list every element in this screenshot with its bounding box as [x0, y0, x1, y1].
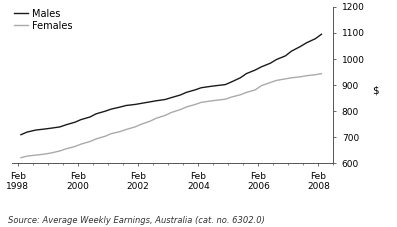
- Females: [25, 155, 29, 158]
- Females: [58, 150, 62, 152]
- Females: [238, 94, 243, 96]
- Males: [88, 116, 93, 118]
- Males: [238, 76, 243, 79]
- Males: [199, 86, 204, 89]
- Males: [58, 126, 62, 128]
- Males: [184, 91, 189, 94]
- Females: [268, 81, 273, 84]
- Females: [64, 148, 68, 150]
- Males: [223, 83, 227, 86]
- Males: [289, 50, 294, 52]
- Males: [253, 69, 258, 71]
- Females: [184, 106, 189, 109]
- Females: [148, 120, 152, 123]
- Males: [64, 123, 68, 126]
- Females: [274, 79, 279, 82]
- Females: [259, 84, 264, 87]
- Females: [193, 103, 198, 106]
- Males: [42, 128, 47, 130]
- Females: [124, 128, 129, 131]
- Females: [253, 89, 258, 91]
- Males: [148, 101, 152, 103]
- Line: Males: Males: [21, 34, 322, 135]
- Males: [319, 33, 324, 36]
- Males: [178, 94, 183, 96]
- Females: [133, 126, 137, 128]
- Females: [103, 135, 108, 138]
- Females: [244, 91, 249, 94]
- Females: [313, 73, 318, 76]
- Females: [229, 96, 234, 99]
- Males: [169, 96, 173, 99]
- Females: [88, 140, 93, 143]
- Text: Source: Average Weekly Earnings, Australia (cat. no. 6302.0): Source: Average Weekly Earnings, Austral…: [8, 216, 265, 225]
- Males: [79, 118, 83, 121]
- Males: [259, 65, 264, 68]
- Females: [283, 77, 288, 80]
- Males: [124, 104, 129, 107]
- Females: [154, 117, 158, 120]
- Females: [163, 114, 168, 117]
- Males: [103, 110, 108, 113]
- Males: [244, 72, 249, 75]
- Males: [274, 58, 279, 61]
- Females: [79, 143, 83, 146]
- Females: [169, 111, 173, 114]
- Females: [208, 100, 213, 102]
- Legend: Males, Females: Males, Females: [14, 9, 73, 31]
- Males: [214, 84, 219, 87]
- Males: [154, 99, 158, 102]
- Males: [133, 103, 137, 106]
- Females: [118, 130, 123, 133]
- Males: [283, 54, 288, 57]
- Males: [34, 129, 39, 131]
- Females: [199, 101, 204, 104]
- Females: [139, 123, 144, 126]
- Males: [298, 45, 303, 48]
- Females: [319, 72, 324, 75]
- Males: [94, 112, 98, 115]
- Y-axis label: $: $: [373, 85, 379, 95]
- Males: [229, 81, 234, 83]
- Males: [304, 42, 309, 44]
- Males: [208, 85, 213, 88]
- Males: [193, 89, 198, 91]
- Females: [19, 156, 23, 159]
- Males: [118, 106, 123, 109]
- Males: [313, 37, 318, 40]
- Females: [178, 108, 183, 111]
- Females: [304, 74, 309, 77]
- Males: [109, 108, 114, 111]
- Females: [34, 154, 39, 156]
- Females: [109, 132, 114, 135]
- Line: Females: Females: [21, 74, 322, 158]
- Females: [289, 76, 294, 79]
- Females: [94, 138, 98, 140]
- Males: [163, 98, 168, 101]
- Females: [298, 75, 303, 78]
- Males: [25, 131, 29, 133]
- Females: [223, 98, 227, 101]
- Males: [48, 127, 53, 130]
- Females: [48, 152, 53, 154]
- Males: [73, 121, 77, 123]
- Males: [19, 133, 23, 136]
- Females: [214, 99, 219, 102]
- Males: [139, 102, 144, 105]
- Females: [73, 145, 77, 148]
- Females: [42, 153, 47, 155]
- Males: [268, 62, 273, 64]
